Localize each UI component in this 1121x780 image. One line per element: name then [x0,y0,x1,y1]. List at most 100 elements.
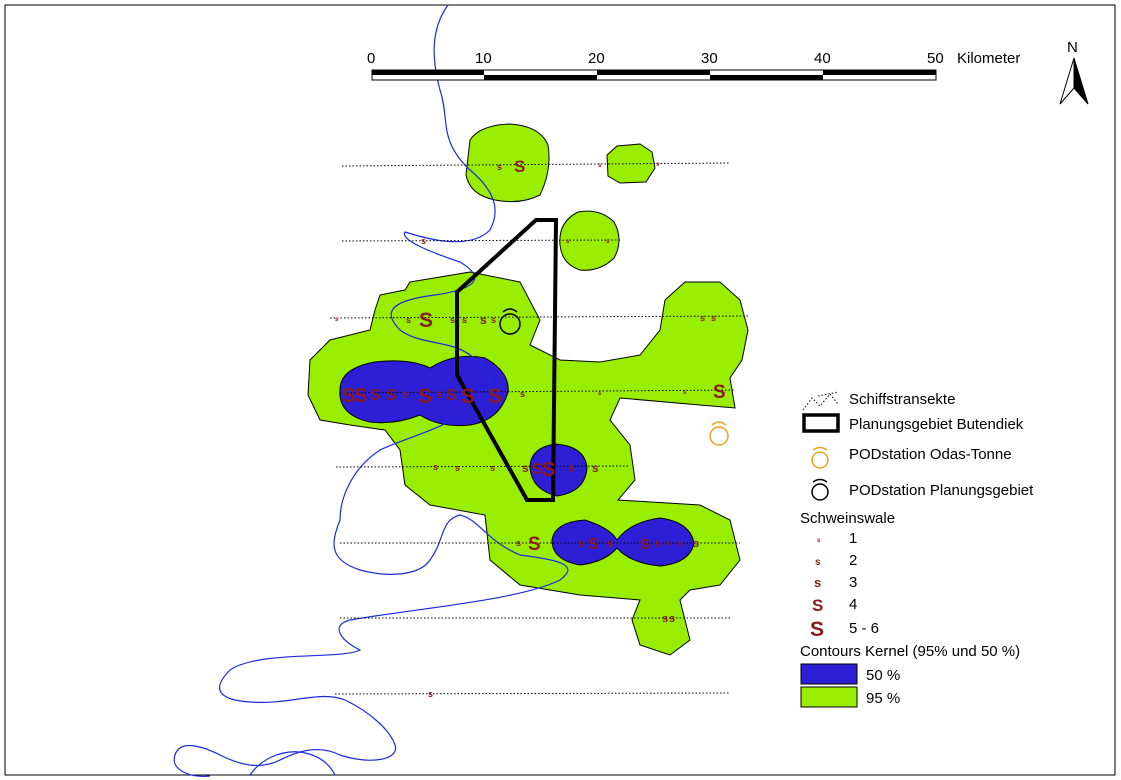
legend-class-3: 3 [849,574,857,591]
north-label: N [1067,39,1078,56]
sighting-s4: S [532,461,543,478]
sighting-s2: s [433,462,438,472]
sighting-s3: s [607,536,614,550]
sighting-s5: S [354,385,367,407]
legend-class-1-symbol: s [817,538,821,544]
kernel-95-north-right [606,143,656,184]
sighting-s1: s [606,239,610,245]
sighting-s4: S [514,157,525,176]
sighting-s5: S [713,382,726,403]
legend-class-4: 4 [849,596,857,613]
transect-5 [335,465,631,468]
kernel-50-areas [339,355,695,567]
sighting-s2: s [520,389,525,399]
pod-station-odas-marker [709,421,729,446]
legend-porpoise-title: Schweinswale [800,510,895,527]
sighting-s2: s [455,463,460,473]
legend-area-swatch [802,413,840,433]
sighting-s1: s [598,163,602,169]
legend-pod-plan-label: PODstation Planungsgebiet [849,482,1034,499]
sighting-s2: s [428,689,433,699]
transect-2 [341,239,621,242]
sighting-s1: s [683,390,687,396]
legend-class-2-symbol: s [815,557,821,568]
pod-station-planning-marker [499,308,521,335]
sighting-s3: s [693,538,699,550]
sighting-s3: s [480,313,487,327]
legend-kernel-95-label: 95 % [866,690,900,707]
legend-transect-swatch [802,391,839,411]
legend-kernel-title: Contours Kernel (95% und 50 %) [800,643,1020,660]
sighting-s4: S [446,387,457,404]
scale-tick-0: 0 [367,50,375,67]
sighting-s1: s [566,239,570,245]
legend-area-label: Planungsgebiet Butendiek [849,416,1024,433]
sighting-s4: S [370,387,381,404]
sighting-s2: s [516,538,521,548]
sighting-s2: s [497,162,502,172]
coastline-line [173,4,569,777]
legend-transects-label: Schiffstransekte [849,391,955,408]
sighting-s3: s [436,387,443,401]
sighting-s5: S [418,385,432,408]
transect-4 [339,389,736,394]
legend-pod-odas-icon [811,446,829,469]
scale-tick-10: 10 [475,50,492,67]
scale-tick-20: 20 [588,50,605,67]
sighting-s2: s [490,463,495,473]
legend-class-4-symbol: S [812,596,823,615]
legend-class-5-symbol: S [810,618,824,641]
sighting-s5: S [488,385,502,408]
sighting-s2: s [666,538,671,548]
sighting-s2: s [462,315,467,325]
transect-1 [341,162,731,167]
legend-kernel-95-swatch [800,686,858,708]
sighting-s3: s [578,536,585,550]
legend-class-2: 2 [849,552,857,569]
sighting-s5: S [528,534,541,555]
coastline-line-south [249,751,336,776]
legend-class-1: 1 [849,530,857,547]
transect-8 [334,692,731,695]
sighting-s2: s [700,313,705,323]
sighting-s2: s [678,538,683,548]
sighting-s3: s [662,613,668,625]
sighting-s3: s [592,461,599,475]
sighting-s3: s [655,538,661,550]
legend-pod-plan-icon [811,478,829,501]
sighting-s2: s [421,236,426,246]
sighting-s4: S [588,536,599,553]
legend-pod-odas-label: PODstation Odas-Tonne [849,446,1012,463]
kernel-95-north-left [465,123,550,203]
legend-class-3-symbol: s [814,575,821,590]
kernel-50-center [529,443,588,497]
sighting-s5: S [461,385,475,408]
scale-tick-30: 30 [701,50,718,67]
sighting-s5: S [419,309,433,332]
ship-transects [329,162,749,695]
north-arrow: N [1059,39,1089,105]
scale-unit: Kilometer [957,50,1020,67]
sighting-s2: s [491,315,496,325]
planning-area-butendiek [455,218,559,502]
sighting-s3: s [522,461,529,475]
sighting-s3: s [669,613,675,625]
sighting-s2: s [406,315,411,325]
sighting-s5: S [542,459,555,481]
sighting-s5: S [342,385,355,407]
legend-kernel-50-swatch [800,663,858,685]
porpoise-sightings: s S s s s s s s s S s s s s s s S S S S … [335,157,726,699]
scale-tick-50: 50 [927,50,944,67]
sighting-s4: S [640,536,650,553]
sighting-s1: s [598,391,602,397]
sighting-s2: s [450,315,455,325]
legend-kernel-50-label: 50 % [866,667,900,684]
sighting-s1: s [335,317,339,323]
legend-class-5: 5 - 6 [849,620,879,637]
sighting-s2: s [711,313,716,323]
sighting-s4: S [386,387,397,404]
sighting-s3: s [402,387,409,401]
sighting-s3: s [568,461,575,475]
scale-tick-40: 40 [814,50,831,67]
